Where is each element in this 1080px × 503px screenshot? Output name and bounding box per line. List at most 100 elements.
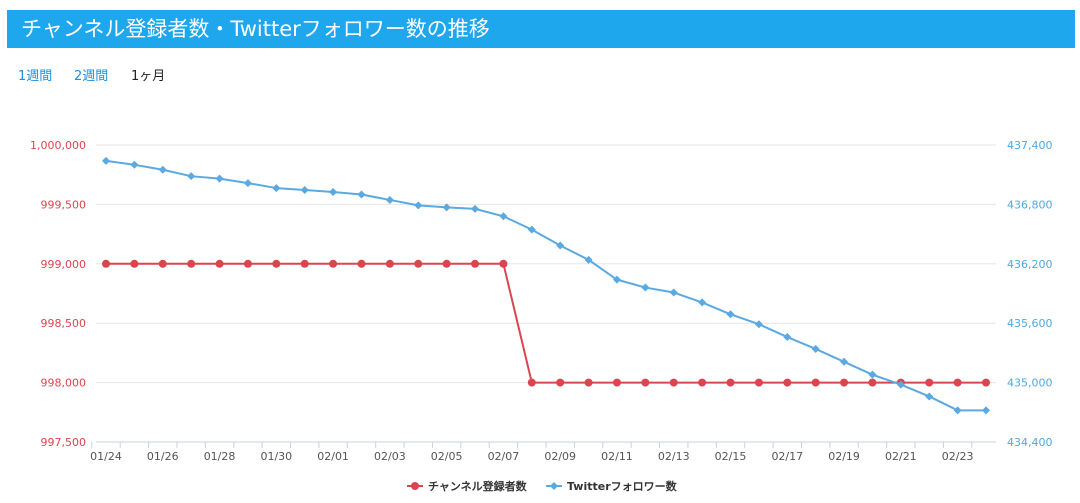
left-axis-tick-label: 999,500: [41, 198, 87, 211]
data-point-subscribers: [329, 259, 338, 268]
data-point-subscribers: [300, 259, 309, 268]
right-axis-tick-label: 435,000: [1007, 377, 1053, 390]
data-point-followers: [272, 184, 281, 193]
data-point-subscribers: [811, 378, 820, 387]
x-axis-tick-label: 02/09: [544, 450, 576, 463]
data-point-followers: [840, 357, 849, 366]
series-line-subscribers: [106, 262, 986, 384]
x-axis-tick-label: 02/19: [828, 450, 860, 463]
data-point-subscribers: [158, 259, 167, 268]
data-point-subscribers: [868, 378, 877, 387]
data-point-subscribers: [357, 259, 366, 268]
data-point-subscribers: [754, 378, 763, 387]
x-axis-tick-label: 01/26: [147, 450, 179, 463]
x-axis-tick-label: 02/01: [317, 450, 349, 463]
data-point-followers: [896, 380, 905, 389]
data-point-subscribers: [641, 378, 650, 387]
data-point-followers: [130, 160, 139, 169]
x-axis-tick-label: 01/28: [204, 450, 236, 463]
legend-label: Twitterフォロワー数: [567, 479, 678, 493]
data-point-subscribers: [698, 378, 707, 387]
right-axis-tick-label: 436,200: [1007, 258, 1053, 271]
x-axis-tick-label: 02/11: [601, 450, 633, 463]
data-point-followers: [527, 225, 536, 234]
left-axis-tick-label: 998,000: [41, 377, 87, 390]
data-point-subscribers: [243, 259, 252, 268]
data-point-subscribers: [442, 259, 451, 268]
x-axis-tick-label: 02/07: [488, 450, 520, 463]
data-point-subscribers: [925, 378, 934, 387]
legend-marker: [411, 482, 419, 490]
data-point-subscribers: [102, 259, 110, 268]
data-point-subscribers: [726, 378, 735, 387]
tab-1-month[interactable]: 1ヶ月: [131, 69, 166, 84]
data-point-followers: [102, 156, 110, 165]
series-line-followers: [105, 159, 986, 412]
left-axis-tick-label: 1,000,000: [30, 139, 86, 152]
right-axis-tick-label: 437,400: [1007, 139, 1053, 152]
data-point-subscribers: [272, 259, 281, 268]
x-axis-tick-label: 01/30: [260, 450, 292, 463]
x-axis-tick-label: 02/17: [771, 450, 803, 463]
data-point-followers: [925, 392, 934, 401]
data-point-followers: [669, 288, 678, 297]
x-axis-tick-label: 02/21: [885, 450, 917, 463]
data-point-followers: [385, 195, 394, 204]
data-point-followers: [158, 165, 167, 174]
left-axis-tick-label: 999,000: [41, 258, 87, 271]
tab-1-week[interactable]: 1週間: [18, 69, 53, 84]
data-point-followers: [868, 370, 877, 379]
legend-marker: [550, 482, 558, 490]
data-point-subscribers: [556, 378, 565, 387]
data-point-followers: [698, 298, 707, 307]
data-point-subscribers: [783, 378, 792, 387]
data-point-followers: [471, 204, 480, 213]
legend-label: チャンネル登録者数: [428, 479, 528, 493]
data-point-followers: [953, 406, 962, 415]
x-axis-tick-label: 01/24: [90, 450, 122, 463]
data-point-followers: [982, 406, 990, 415]
x-axis-tick-label: 02/15: [715, 450, 747, 463]
data-point-followers: [243, 179, 252, 188]
data-point-followers: [811, 344, 820, 353]
data-point-followers: [754, 320, 763, 329]
data-point-subscribers: [584, 378, 593, 387]
x-axis-tick-label: 02/13: [658, 450, 690, 463]
chart-title-bar: チャンネル登録者数・Twitterフォロワー数の推移: [7, 10, 1075, 48]
page-title: チャンネル登録者数・Twitterフォロワー数の推移: [21, 17, 490, 41]
data-point-subscribers: [215, 259, 224, 268]
data-point-subscribers: [385, 259, 394, 268]
right-axis-tick-label: 436,800: [1007, 198, 1053, 211]
chart-legend: チャンネル登録者数 Twitterフォロワー数: [407, 479, 678, 493]
data-point-subscribers: [187, 259, 196, 268]
right-axis-tick-label: 435,600: [1007, 317, 1053, 330]
x-axis-tick-label: 02/05: [431, 450, 463, 463]
tab-2-weeks[interactable]: 2週間: [74, 69, 109, 84]
data-point-followers: [329, 188, 338, 197]
x-axis-tick-label: 02/23: [942, 450, 974, 463]
data-point-followers: [783, 333, 792, 342]
data-point-subscribers: [953, 378, 962, 387]
data-point-followers: [726, 310, 735, 319]
data-point-followers: [215, 174, 224, 183]
data-point-subscribers: [499, 259, 508, 268]
data-point-followers: [499, 212, 508, 221]
data-point-followers: [556, 241, 565, 250]
data-point-followers: [584, 255, 593, 264]
left-axis-tick-label: 998,500: [41, 317, 87, 330]
data-point-followers: [357, 190, 366, 199]
data-point-subscribers: [414, 259, 423, 268]
data-point-subscribers: [840, 378, 849, 387]
data-point-followers: [442, 203, 451, 212]
data-point-followers: [414, 201, 423, 210]
data-point-followers: [187, 172, 196, 181]
right-axis-tick-label: 434,400: [1007, 436, 1053, 449]
data-point-followers: [612, 275, 621, 284]
data-point-followers: [641, 283, 650, 292]
data-point-subscribers: [612, 378, 621, 387]
data-point-subscribers: [471, 259, 480, 268]
data-point-subscribers: [982, 378, 990, 387]
left-axis-tick-label: 997,500: [41, 436, 87, 449]
data-point-subscribers: [130, 259, 139, 268]
